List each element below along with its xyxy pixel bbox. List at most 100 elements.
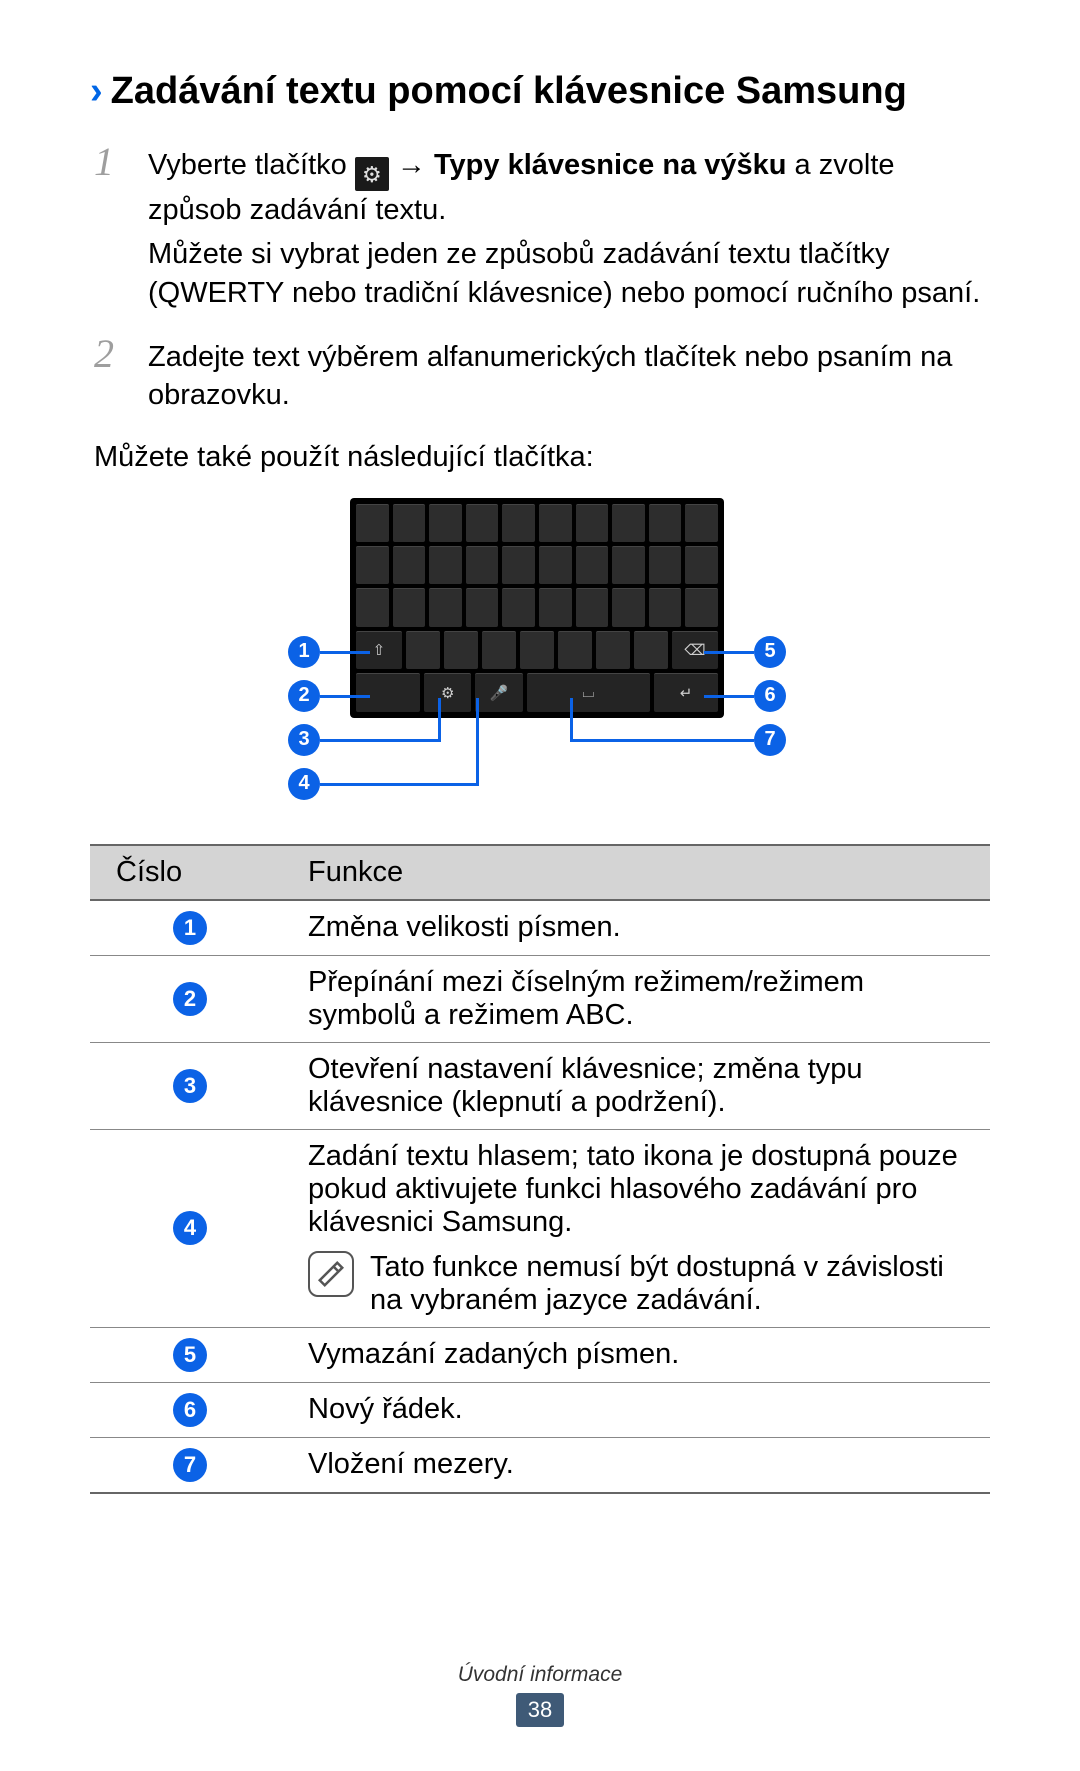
bold-text: Typy klávesnice na výšku (434, 149, 787, 181)
keyboard-key (685, 546, 718, 584)
leader-line (438, 698, 441, 742)
table-row: 1 Změna velikosti písmen. (90, 901, 990, 956)
step-body: Zadejte text výběrem alfanumerických tla… (148, 334, 990, 421)
intro-after-steps: Můžete také použít následující tlačítka: (94, 441, 990, 474)
keyboard-key (502, 588, 535, 626)
keyboard-key (429, 588, 462, 626)
table-row: 4 Zadání textu hlasem; tato ikona je dos… (90, 1130, 990, 1328)
keyboard-row (356, 546, 718, 584)
row-func-cell: Nový řádek. (290, 1383, 990, 1437)
row-num-cell: 5 (90, 1328, 290, 1382)
badge-1: 1 (173, 911, 207, 945)
keyboard-key (520, 631, 554, 669)
callout-1: 1 (288, 636, 320, 668)
keyboard-row (356, 588, 718, 626)
page-number-badge: 38 (516, 1693, 564, 1727)
step-1-paragraph-1: Vyberte tlačítko ⚙ → Typy klávesnice na … (148, 146, 990, 230)
table-row: 7 Vložení mezery. (90, 1438, 990, 1492)
keyboard-key (539, 588, 572, 626)
keyboard-key (576, 504, 609, 542)
keyboard-key (612, 504, 645, 542)
space-key: ⌴ (527, 673, 650, 711)
chevron-right-icon: › (90, 72, 103, 110)
gear-icon: ⚙ (355, 157, 389, 191)
keyboard-key (482, 631, 516, 669)
step-1: 1 Vyberte tlačítko ⚙ → Typy klávesnice n… (94, 142, 990, 318)
badge-5: 5 (173, 1338, 207, 1372)
keyboard-key (393, 546, 426, 584)
keyboard-key (356, 588, 389, 626)
row-num-cell: 6 (90, 1383, 290, 1437)
step-2-paragraph: Zadejte text výběrem alfanumerických tla… (148, 338, 990, 415)
row-func-cell: Vymazání zadaných písmen. (290, 1328, 990, 1382)
callout-4: 4 (288, 768, 320, 800)
leader-line (704, 695, 754, 698)
keyboard-row (356, 504, 718, 542)
keyboard-key (685, 588, 718, 626)
row-func-cell: Otevření nastavení klávesnice; změna typ… (290, 1043, 990, 1129)
table-header: Číslo Funkce (90, 846, 990, 901)
keyboard-key (576, 588, 609, 626)
table-row: 2 Přepínání mezi číselným režimem/režime… (90, 956, 990, 1043)
leader-line (570, 698, 573, 742)
row-func-cell: Přepínání mezi číselným režimem/režimem … (290, 956, 990, 1042)
row-num-cell: 4 (90, 1130, 290, 1327)
keyboard-key (502, 504, 535, 542)
gear-key: ⚙ (424, 673, 471, 711)
arrow-right-icon: → (389, 149, 434, 181)
leader-line (320, 783, 478, 786)
step-number: 2 (94, 334, 128, 421)
keyboard-row: ⚙ 🎤 ⌴ ↵ (356, 673, 718, 711)
keyboard-key (558, 631, 592, 669)
keyboard-area: ⇧ ⌫ ⚙ 🎤 ⌴ ↵ 1 2 3 4 5 6 7 (230, 498, 850, 818)
keyboard-row: ⇧ ⌫ (356, 631, 718, 669)
step-1-paragraph-2: Můžete si vybrat jeden ze způsobů zadává… (148, 235, 990, 312)
row-num-cell: 7 (90, 1438, 290, 1492)
row-func-cell: Změna velikosti písmen. (290, 901, 990, 955)
footer-section-label: Úvodní informace (0, 1663, 1080, 1687)
text: Vyberte tlačítko (148, 149, 355, 181)
keyboard-key (634, 631, 668, 669)
keyboard-key (444, 631, 478, 669)
keyboard-image: ⇧ ⌫ ⚙ 🎤 ⌴ ↵ (350, 498, 724, 718)
callout-2: 2 (288, 680, 320, 712)
step-number: 1 (94, 142, 128, 318)
row-func-cell: Vložení mezery. (290, 1438, 990, 1492)
keyboard-key (393, 588, 426, 626)
note-row: Tato funkce nemusí být dostupná v závisl… (308, 1251, 972, 1317)
table-row: 6 Nový řádek. (90, 1383, 990, 1438)
note-text: Tato funkce nemusí být dostupná v závisl… (370, 1251, 972, 1317)
functions-table: Číslo Funkce 1 Změna velikosti písmen. 2… (90, 844, 990, 1494)
keyboard-illustration-wrap: ⇧ ⌫ ⚙ 🎤 ⌴ ↵ 1 2 3 4 5 6 7 (90, 498, 990, 818)
enter-key: ↵ (654, 673, 718, 711)
row-num-cell: 1 (90, 901, 290, 955)
callout-5: 5 (754, 636, 786, 668)
row-num-cell: 2 (90, 956, 290, 1042)
badge-7: 7 (173, 1448, 207, 1482)
callout-3: 3 (288, 724, 320, 756)
badge-3: 3 (173, 1069, 207, 1103)
keyboard-key (502, 546, 535, 584)
keyboard-key (466, 588, 499, 626)
steps-list: 1 Vyberte tlačítko ⚙ → Typy klávesnice n… (94, 142, 990, 421)
badge-6: 6 (173, 1393, 207, 1427)
row-func-cell: Zadání textu hlasem; tato ikona je dostu… (290, 1130, 990, 1327)
keyboard-key (539, 546, 572, 584)
keyboard-key (649, 588, 682, 626)
keyboard-key (429, 504, 462, 542)
heading-text: Zadávání textu pomocí klávesnice Samsung (111, 70, 907, 114)
keyboard-key (393, 504, 426, 542)
keyboard-key (596, 631, 630, 669)
mic-key: 🎤 (475, 673, 522, 711)
step-2: 2 Zadejte text výběrem alfanumerických t… (94, 334, 990, 421)
keyboard-key (612, 588, 645, 626)
sym-key (356, 673, 420, 711)
keyboard-key (356, 504, 389, 542)
section-heading: › Zadávání textu pomocí klávesnice Samsu… (90, 70, 990, 114)
keyboard-key (356, 546, 389, 584)
callout-7: 7 (754, 724, 786, 756)
keyboard-key (539, 504, 572, 542)
table-row: 5 Vymazání zadaných písmen. (90, 1328, 990, 1383)
note-icon (308, 1251, 354, 1297)
table-row: 3 Otevření nastavení klávesnice; změna t… (90, 1043, 990, 1130)
